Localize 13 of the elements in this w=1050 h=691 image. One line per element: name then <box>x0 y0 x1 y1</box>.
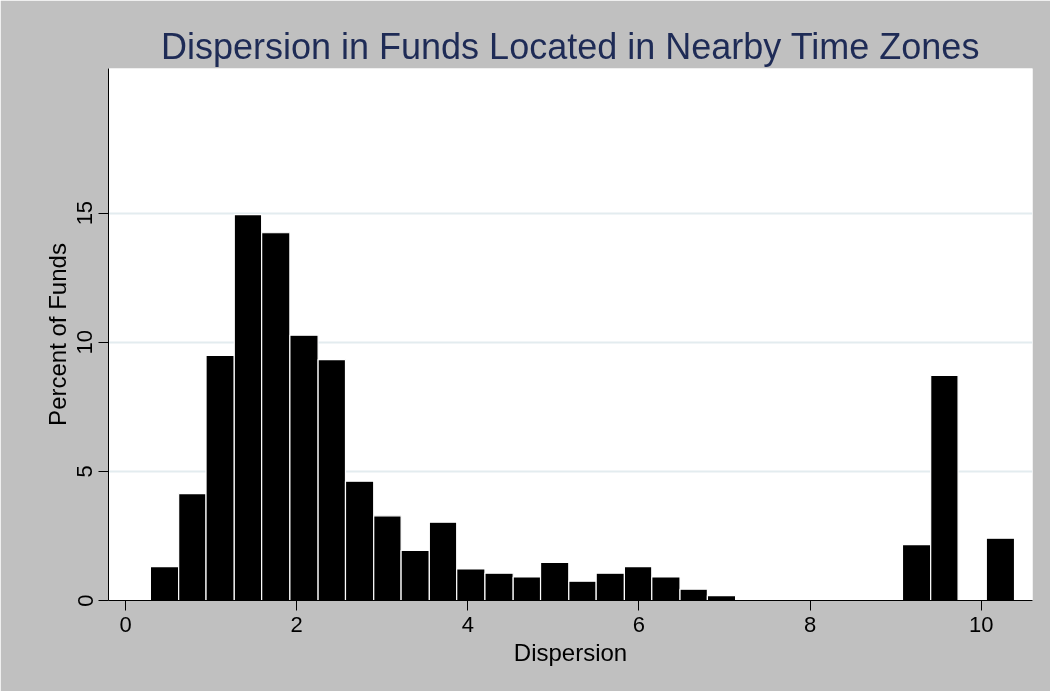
x-axis-title: Dispersion <box>513 638 628 666</box>
x-tick-label: 8 <box>803 611 817 637</box>
y-axis-title: Percent of Funds <box>43 243 71 426</box>
x-tick-label: 6 <box>632 611 646 637</box>
y-tick-label: 15 <box>72 200 98 226</box>
x-tick-label: 0 <box>119 611 132 637</box>
chart-title: Dispersion in Funds Located in Nearby Time Zones <box>160 25 980 67</box>
y-tick-label: 10 <box>72 330 98 355</box>
x-tick-label: 4 <box>461 611 474 637</box>
x-tick-label: 2 <box>290 611 303 637</box>
x-tick-label: 10 <box>968 611 994 637</box>
y-tick-label: 5 <box>72 465 98 478</box>
y-tick-label: 0 <box>72 594 98 607</box>
